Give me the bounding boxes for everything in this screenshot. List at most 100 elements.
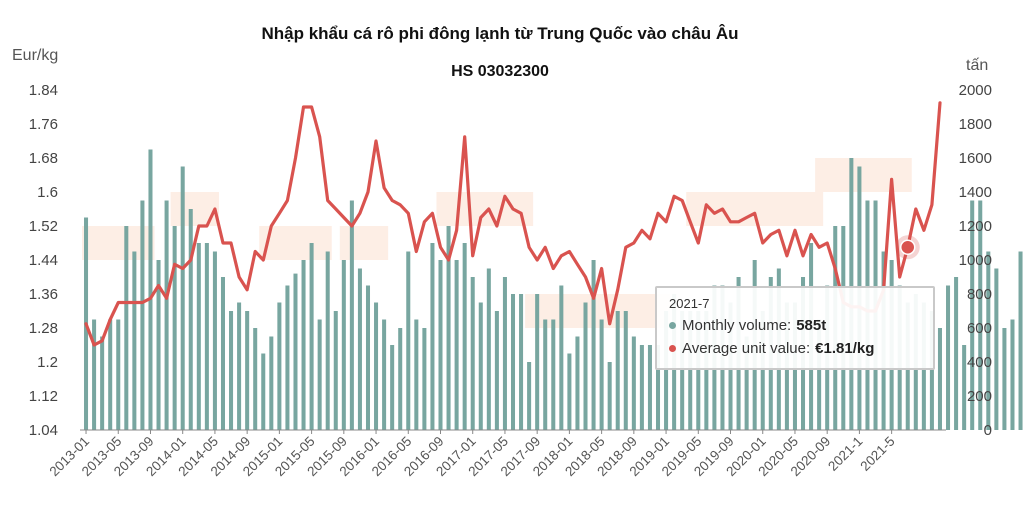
right-tick-label: 1800 (959, 116, 992, 133)
shaded-band (815, 158, 912, 192)
volume-bar (277, 302, 282, 430)
volume-bar (132, 251, 137, 430)
volume-bar (978, 200, 983, 430)
left-tick-label: 1.84 (29, 82, 58, 99)
volume-bar (543, 319, 548, 430)
volume-bar (680, 311, 685, 430)
volume-bar (422, 328, 427, 430)
tooltip-price-row: Average unit value: €1.81/kg (669, 340, 921, 357)
left-axis-ticks: 1.04 1.12 1.2 1.28 1.36 1.44 1.52 1.6 1.68 1.76 1.… (29, 82, 58, 439)
volume-bar (962, 345, 967, 430)
volume-bar (639, 345, 644, 430)
volume-bar (92, 319, 97, 430)
left-tick-label: 1.44 (29, 252, 58, 269)
volume-bar (575, 336, 580, 430)
volume-bar (196, 243, 201, 430)
volume-bar (180, 166, 185, 430)
volume-bar (696, 311, 701, 430)
tooltip-volume-label: Monthly volume: (682, 317, 792, 334)
left-tick-label: 1.52 (29, 218, 58, 235)
volume-bar (954, 277, 959, 430)
volume-bar (527, 362, 532, 430)
price-line-layer (84, 101, 942, 347)
shaded-band (170, 192, 219, 226)
volume-bar (212, 251, 217, 430)
x-tick-label: 2021-1 (825, 434, 865, 474)
left-tick-label: 1.12 (29, 388, 58, 405)
tooltip-price-label: Average unit value: (682, 340, 811, 357)
volume-bar (148, 149, 153, 430)
volume-bar (647, 345, 652, 430)
volume-bar (631, 336, 636, 430)
right-tick-label: 200 (967, 388, 992, 405)
x-tick-label: 2021-5 (857, 434, 897, 474)
volume-bar (591, 260, 596, 430)
volume-bar (535, 294, 540, 430)
volume-bar (623, 311, 628, 430)
volume-bar (760, 311, 765, 430)
volume-bar (285, 285, 290, 430)
right-axis-ticks: 0 200 400 600 800 1000 1200 1400 1600 1800 2000 (959, 82, 992, 439)
volume-bar (583, 302, 588, 430)
chart-tooltip: 2021-7 Monthly volume: 585t Average unit… (655, 286, 935, 370)
x-axis-ticks: 2013-012013-052013-092014-012014-052014-… (47, 430, 898, 479)
volume-bar (124, 226, 129, 430)
volume-bar (269, 336, 274, 430)
volume-bar (229, 311, 234, 430)
volume-bar (430, 243, 435, 430)
volume-bar (301, 260, 306, 430)
volume-bar (164, 200, 169, 430)
right-tick-label: 1000 (959, 252, 992, 269)
right-tick-label: 1200 (959, 218, 992, 235)
volume-bar (446, 226, 451, 430)
volume-bar (333, 311, 338, 430)
volume-bar (156, 260, 161, 430)
tooltip-date: 2021-7 (669, 296, 710, 311)
volume-bar (220, 277, 225, 430)
volume-bar (929, 311, 934, 430)
right-tick-label: 800 (967, 286, 992, 303)
volume-bar (664, 311, 669, 430)
volume-bar (317, 319, 322, 430)
volume-bar (406, 251, 411, 430)
volume-bar (1010, 319, 1015, 430)
volume-bar (510, 294, 516, 430)
volume-bar (607, 362, 612, 430)
volume-bar (462, 243, 467, 430)
volume-bar (486, 268, 491, 430)
volume-bar (204, 243, 209, 430)
volume-bar (970, 200, 975, 430)
volume-bar (519, 294, 524, 430)
shaded-band (436, 192, 534, 226)
volume-bar (237, 302, 242, 430)
volume-bar (414, 319, 419, 430)
volume-bar (599, 319, 604, 430)
volume-bar (188, 209, 193, 430)
volume-bar (245, 311, 250, 430)
tooltip-price-value: €1.81/kg (815, 340, 875, 357)
volume-bar (390, 345, 395, 430)
chart-subtitle: HS 03032300 (451, 63, 549, 80)
chart-title: Nhập khẩu cá rô phi đông lạnh từ Trung Q… (261, 24, 738, 43)
volume-bar (937, 328, 942, 430)
highlight-point (899, 239, 916, 255)
price-legend-dot (669, 345, 676, 352)
volume-bar (108, 319, 113, 430)
volume-bar (374, 302, 379, 430)
volume-bar (655, 345, 661, 430)
volume-bar (502, 277, 507, 430)
volume-bar (494, 311, 499, 430)
left-tick-label: 1.68 (29, 150, 58, 167)
volume-legend-dot (669, 322, 676, 329)
right-tick-label: 0 (984, 422, 992, 439)
volume-bar (382, 319, 387, 430)
volume-bar (1002, 328, 1007, 430)
volume-bar (1018, 251, 1023, 430)
volume-bar (688, 311, 693, 430)
volume-bar (349, 200, 354, 430)
right-tick-label: 1600 (959, 150, 992, 167)
volume-bar (946, 285, 951, 430)
volume-bar (341, 260, 346, 430)
volume-bar (293, 273, 298, 430)
